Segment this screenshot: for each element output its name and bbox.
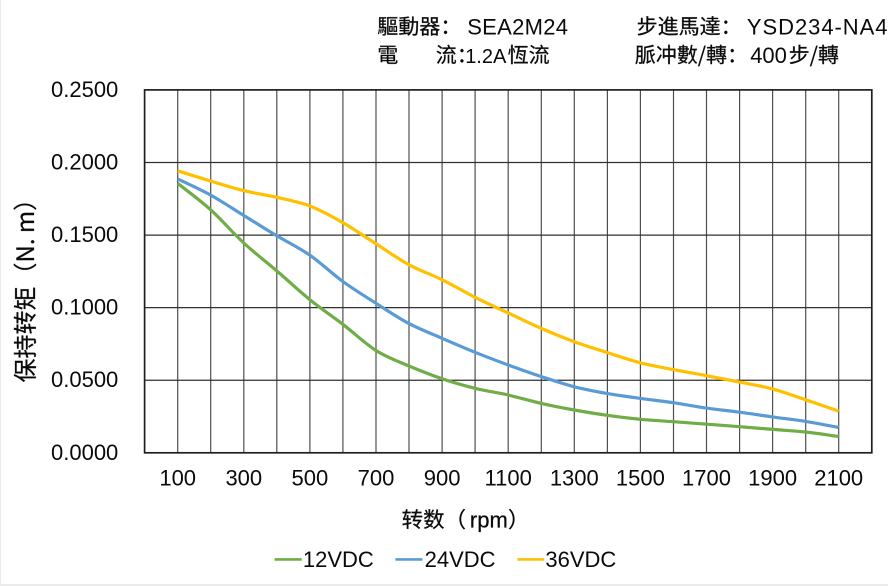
svg-text:YSD234-NA4: YSD234-NA4 bbox=[747, 14, 888, 39]
svg-text:0.2000: 0.2000 bbox=[51, 150, 118, 175]
svg-text:2100: 2100 bbox=[814, 466, 863, 491]
svg-text:1.2A: 1.2A bbox=[465, 46, 507, 68]
svg-text:0.1000: 0.1000 bbox=[51, 295, 118, 320]
svg-text:1300: 1300 bbox=[550, 466, 599, 491]
svg-text:300: 300 bbox=[225, 466, 262, 491]
svg-text:24VDC: 24VDC bbox=[425, 547, 496, 572]
svg-text:400: 400 bbox=[750, 43, 787, 68]
svg-text:1500: 1500 bbox=[616, 466, 665, 491]
svg-text:12VDC: 12VDC bbox=[303, 547, 374, 572]
svg-text:0.0000: 0.0000 bbox=[51, 440, 118, 465]
svg-text:100: 100 bbox=[159, 466, 196, 491]
svg-text:0.1500: 0.1500 bbox=[51, 222, 118, 247]
svg-text:0.0500: 0.0500 bbox=[51, 367, 118, 392]
svg-text:SEA2M24: SEA2M24 bbox=[467, 14, 568, 39]
svg-text:500: 500 bbox=[292, 466, 329, 491]
svg-text:1700: 1700 bbox=[682, 466, 731, 491]
svg-text:36VDC: 36VDC bbox=[545, 547, 616, 572]
svg-text:1900: 1900 bbox=[748, 466, 797, 491]
svg-text:0.2500: 0.2500 bbox=[51, 77, 118, 102]
svg-text:rpm: rpm bbox=[470, 507, 508, 532]
svg-text:700: 700 bbox=[358, 466, 395, 491]
svg-text:1100: 1100 bbox=[485, 466, 532, 491]
svg-text:900: 900 bbox=[424, 466, 461, 491]
